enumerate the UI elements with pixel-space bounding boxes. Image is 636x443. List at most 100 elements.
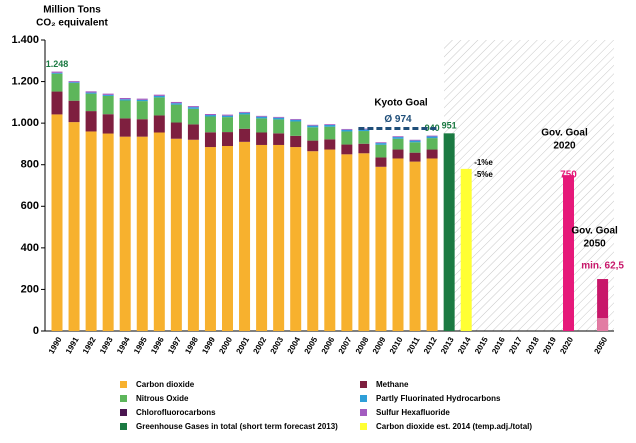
y-tick-label: 1.400: [11, 34, 39, 46]
legend-label: Carbon dioxide: [136, 380, 195, 389]
bar-segment: [324, 149, 336, 331]
bar-segment: [222, 146, 233, 331]
bar-segment: [307, 124, 319, 126]
legend-label: Partly Fluorinated Hydrocarbons: [376, 394, 501, 403]
bar-segment: [409, 161, 421, 331]
bar-segment: [119, 99, 131, 101]
x-tick-label: 2012: [422, 335, 439, 355]
legend-label: Carbon dioxide est. 2014 (temp.adj./tota…: [376, 422, 532, 431]
bar-segment: [426, 138, 438, 150]
bar-segment: [358, 131, 370, 144]
legend-swatch: [120, 395, 127, 402]
bar-segment: [256, 116, 268, 119]
bar-segment: [68, 82, 80, 84]
bar-segment: [153, 132, 165, 331]
bar-segment: [102, 133, 114, 331]
bar-segment: [170, 101, 182, 104]
legend-swatch: [120, 423, 127, 430]
bar-segment: [51, 73, 63, 92]
bar-segment: [375, 166, 387, 331]
bar-segment: [119, 100, 131, 119]
x-tick-label: 2008: [354, 335, 371, 355]
bar-segment: [409, 139, 421, 141]
bar-segment: [187, 108, 199, 125]
bar-segment: [273, 119, 285, 134]
x-tick-label: 2018: [524, 335, 541, 355]
bar-segment: [239, 112, 251, 115]
x-tick-label: 1990: [47, 335, 64, 355]
goal-bar: [563, 175, 574, 331]
bar-segment: [153, 97, 165, 116]
bar-segment: [51, 72, 63, 74]
x-tick-label: 1996: [149, 335, 166, 355]
bar-segment: [375, 143, 387, 145]
bar-segment: [51, 91, 63, 115]
bar-segment: [256, 118, 268, 133]
goal-title: Gov. Goal: [571, 226, 618, 237]
bar-segment: [290, 147, 302, 331]
bar-segment: [392, 136, 404, 138]
legend-swatch: [120, 381, 127, 388]
bar-segment: [409, 142, 421, 153]
legend-label: Chlorofluorocarbons: [136, 408, 216, 417]
bar-segment: [375, 144, 387, 158]
bar-segment: [187, 124, 199, 140]
bar-segment: [153, 95, 165, 98]
bar-segment: [204, 132, 216, 148]
x-tick-label: 2005: [303, 335, 320, 355]
kyoto-average-label: Ø 974: [384, 114, 412, 125]
bar-segment: [256, 115, 268, 117]
bar-segment: [341, 128, 353, 130]
goal-title: 2020: [553, 141, 576, 152]
x-tick-label: 2006: [320, 335, 337, 355]
bar-segment: [136, 98, 148, 100]
bar-segment: [392, 149, 404, 159]
bar-segment: [290, 121, 302, 136]
bar-segment: [68, 122, 80, 331]
goal-min-bar: [597, 318, 609, 331]
x-tick-label: 2013: [439, 335, 456, 355]
x-tick-label: 2007: [337, 335, 354, 355]
bar-segment: [341, 129, 353, 132]
kyoto-title: Kyoto Goal: [374, 98, 428, 109]
x-tick-label: 2009: [371, 335, 388, 355]
bar-segment: [119, 136, 131, 331]
bar-segment: [222, 114, 233, 116]
bar-segment: [358, 153, 370, 331]
legend-swatch: [120, 409, 127, 416]
total-label: 1.248: [46, 59, 69, 69]
bar-segment: [324, 124, 336, 126]
bar-segment: [136, 101, 148, 120]
bar-segment: [153, 115, 165, 133]
legend-swatch: [360, 381, 367, 388]
y-tick-label: 800: [21, 159, 39, 171]
bar-segment: [85, 91, 97, 93]
bar-segment: [239, 114, 251, 129]
goal-title: 2050: [583, 239, 606, 250]
bar-segment: [375, 142, 387, 144]
bar-segment: [341, 131, 353, 145]
bar-segment: [239, 128, 251, 142]
bar-segment: [290, 118, 302, 120]
bar-segment: [290, 119, 302, 122]
x-tick-label: 1993: [98, 335, 115, 355]
x-tick-label: 1992: [81, 335, 98, 355]
bar-segment: [426, 135, 438, 137]
bar-segment: [136, 99, 148, 102]
bar-segment: [273, 133, 285, 145]
bar-segment: [460, 168, 472, 331]
x-tick-label: 1991: [64, 335, 81, 355]
x-tick-label: 2003: [269, 335, 286, 355]
bar-segment: [187, 139, 199, 331]
x-tick-label: 2011: [405, 335, 422, 355]
bar-segment: [273, 117, 285, 120]
bar-segment: [222, 132, 233, 147]
x-tick-label: 2017: [507, 335, 524, 355]
x-tick-label: 2002: [251, 335, 268, 355]
bar-segment: [426, 149, 438, 159]
x-tick-label: 2010: [388, 335, 405, 355]
bar-segment: [324, 125, 336, 127]
bar-segment: [307, 125, 319, 128]
y-tick-label: 1.000: [11, 117, 39, 129]
bar-segment: [170, 104, 182, 123]
